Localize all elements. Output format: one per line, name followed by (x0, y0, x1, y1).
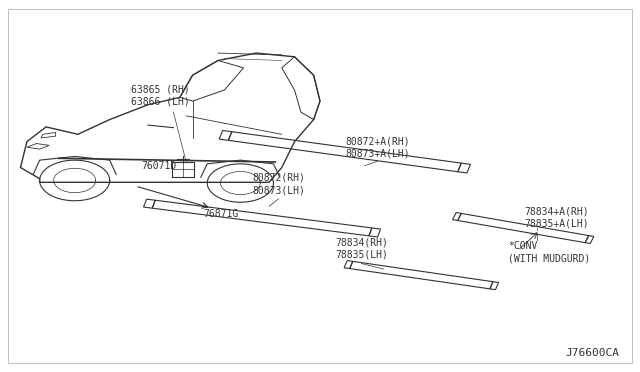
Text: 76871G: 76871G (204, 209, 239, 219)
Text: *CONV
(WITH MUDGURD): *CONV (WITH MUDGURD) (508, 241, 590, 264)
Text: J76600CA: J76600CA (566, 348, 620, 358)
Text: 63865 (RH)
63866 (LH): 63865 (RH) 63866 (LH) (131, 84, 190, 107)
Text: 78834+A(RH)
78835+A(LH): 78834+A(RH) 78835+A(LH) (524, 206, 589, 229)
Text: 78834(RH)
78835(LH): 78834(RH) 78835(LH) (335, 238, 388, 260)
Text: 80872+A(RH)
80873+A(LH): 80872+A(RH) 80873+A(LH) (345, 136, 410, 158)
Text: 76071D: 76071D (141, 161, 177, 171)
Text: 80872(RH)
80873(LH): 80872(RH) 80873(LH) (252, 173, 305, 195)
